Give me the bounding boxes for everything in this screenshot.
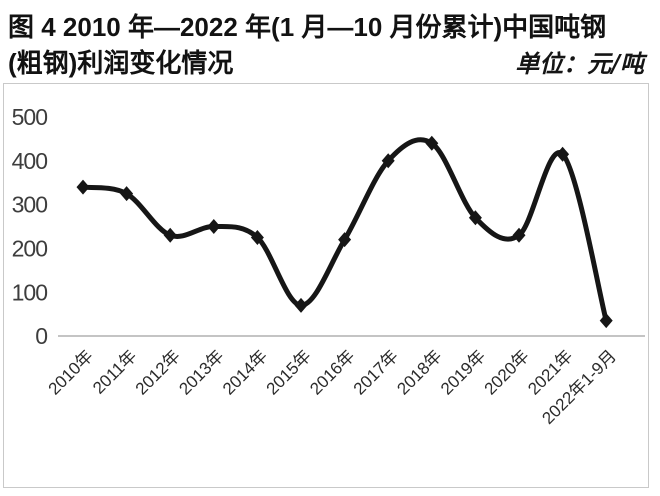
y-tick-label: 0 [35, 323, 47, 349]
data-point-marker [338, 232, 352, 248]
figure-title-line1: 图 4 2010 年—2022 年(1 月—10 月份累计)中国吨钢 [8, 12, 607, 42]
figure-title-row2: (粗钢)利润变化情况 单位：元/吨 [8, 43, 644, 80]
x-tick-label: 2012年 [132, 346, 184, 398]
data-point-marker [250, 229, 264, 245]
y-tick-label: 400 [12, 148, 48, 174]
x-tick-label: 2020年 [481, 346, 533, 398]
data-point-marker [76, 179, 90, 195]
data-point-marker [294, 297, 308, 313]
data-point-marker [381, 153, 395, 169]
data-point-marker [163, 227, 177, 243]
y-tick-label: 100 [12, 279, 48, 305]
profit-line-series [80, 137, 609, 324]
data-point-marker [468, 210, 482, 226]
x-tick-label: 2014年 [219, 346, 271, 398]
figure-title-line2: (粗钢)利润变化情况 [8, 48, 234, 78]
x-tick-label: 2013年 [175, 346, 227, 398]
data-point-marker [556, 146, 570, 162]
data-point-marker [599, 313, 613, 329]
chart-frame: 0 100 200 300 400 500 2010年 2011年 2012年 2013年 2014… [3, 83, 649, 488]
x-tick-label: 2019年 [437, 346, 489, 398]
unit-label: 单位：元/吨 [515, 49, 644, 78]
y-tick-label: 200 [12, 235, 48, 261]
data-point-marker [120, 186, 134, 202]
x-tick-label: 2016年 [306, 346, 358, 398]
line-chart: 0 100 200 300 400 500 2010年2011年2012年2013年2014… [12, 104, 645, 428]
x-tick-label: 2010年 [45, 346, 97, 398]
data-point-marker [207, 219, 221, 234]
x-tick-label: 2015年 [263, 346, 315, 398]
y-tick-label: 300 [12, 192, 48, 218]
x-tick-label: 2017年 [350, 346, 402, 398]
data-point-marker [512, 227, 526, 243]
y-tick-label: 500 [12, 104, 48, 130]
data-point-marker [425, 135, 439, 151]
x-tick-label: 2011年 [89, 346, 140, 397]
x-tick-label: 2018年 [393, 346, 445, 398]
